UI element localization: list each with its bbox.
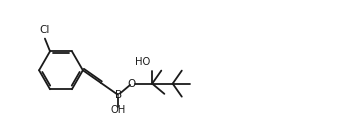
Text: B: B — [114, 90, 122, 100]
Text: OH: OH — [111, 105, 126, 115]
Text: O: O — [128, 79, 136, 89]
Text: Cl: Cl — [40, 25, 50, 35]
Text: HO: HO — [135, 57, 150, 67]
